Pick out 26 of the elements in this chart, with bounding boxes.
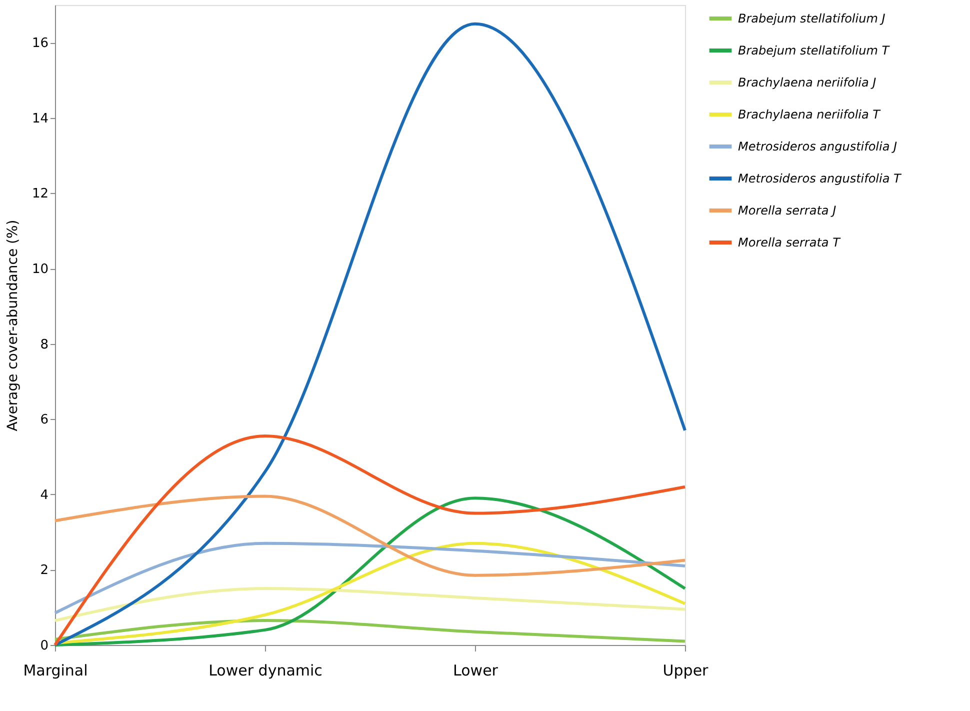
legend-label: Brabejum stellatifolium J — [738, 12, 886, 26]
line-series — [54, 494, 686, 577]
legend-label: Metrosideros angustifolia T — [738, 172, 903, 186]
line-series — [54, 619, 686, 643]
y-tick-label: 16 — [32, 36, 48, 52]
legend-label: Brabejum stellatifolium T — [738, 44, 891, 58]
y-tick-label: 6 — [40, 412, 48, 428]
x-tick-label: Upper — [662, 662, 710, 680]
y-tick-label: 0 — [40, 638, 48, 654]
legend-label: Brachylaena neriifolia T — [738, 108, 882, 122]
legend-label: Morella serrata J — [738, 204, 837, 218]
y-tick-label: 2 — [40, 563, 48, 578]
legend-label: Metrosideros angustifolia J — [738, 140, 898, 154]
legend-label: Brachylaena neriifolia J — [738, 76, 877, 90]
y-axis-title: Average cover-abundance (%) — [4, 220, 21, 432]
y-tick-label: 14 — [32, 111, 48, 126]
y-tick-label: 4 — [40, 488, 48, 503]
x-tick-label: Marginal — [23, 662, 88, 680]
y-tick-label: 8 — [40, 337, 48, 352]
line-series — [54, 542, 686, 614]
y-tick-label: 12 — [32, 186, 48, 202]
x-tick-label: Lower dynamic — [208, 662, 322, 680]
legend-label: Morella serrata T — [738, 236, 842, 250]
x-tick-label: Lower — [453, 662, 499, 680]
y-tick-label: 10 — [32, 262, 48, 278]
line-series — [54, 587, 686, 622]
